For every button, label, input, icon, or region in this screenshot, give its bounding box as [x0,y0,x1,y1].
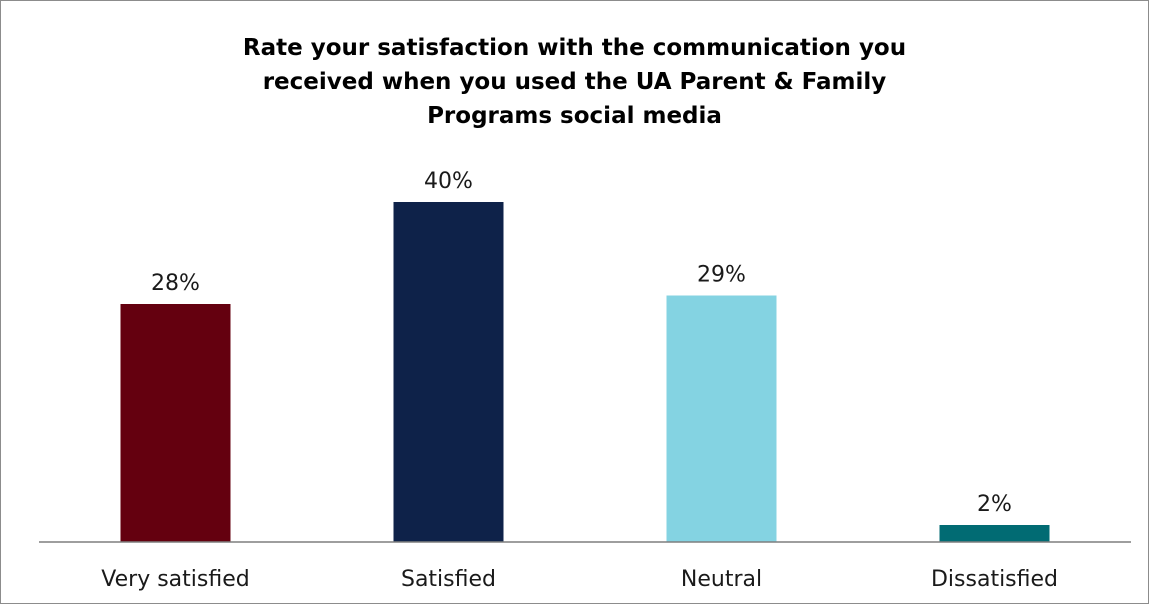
chart-title-line-3: Programs social media [427,103,722,129]
chart-title: Rate your satisfaction with the communic… [1,31,1148,133]
chart-title-line-1: Rate your satisfaction with the communic… [242,35,907,61]
labels-group: 28% Very satisfied 40% Satisfied 29% Neutral 2… [101,169,1058,592]
bar-very-satisfied [120,304,231,542]
data-label-very-satisfied: 28% [151,271,200,296]
data-label-satisfied: 40% [424,169,473,194]
bar-neutral [666,295,777,542]
bar-satisfied [393,202,504,542]
bar-dissatisfied [939,525,1050,542]
category-label-satisfied: Satisfied [401,567,496,592]
data-label-dissatisfied: 2% [977,492,1012,517]
bars-group [120,202,1050,542]
category-label-very-satisfied: Very satisfied [101,567,249,592]
chart-title-line-2: received when you used the UA Parent & F… [262,69,887,95]
category-label-neutral: Neutral [681,567,762,592]
category-label-dissatisfied: Dissatisfied [931,567,1058,592]
data-label-neutral: 29% [697,263,746,288]
